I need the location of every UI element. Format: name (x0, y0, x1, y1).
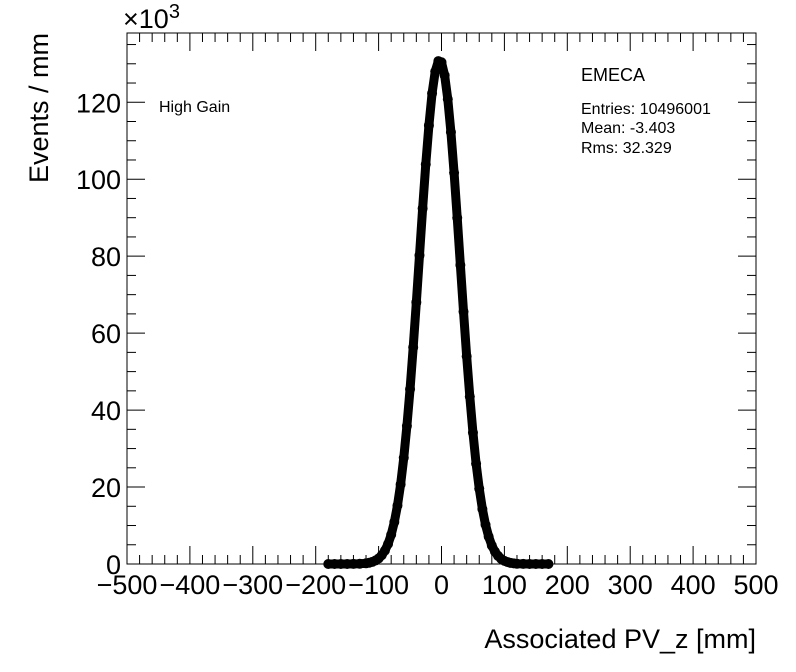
x-tick-label: 200 (545, 570, 590, 600)
data-point (455, 260, 466, 271)
x-tick-label: 500 (733, 570, 778, 600)
data-point (401, 420, 412, 431)
stats-rms: Rms: 32.329 (581, 140, 672, 157)
x-tick-labels: −500 −400 −300 −200 −100 0 100 200 300 400 500 (97, 570, 779, 600)
data-point (449, 167, 460, 178)
y-tick-label: 20 (91, 473, 121, 503)
data-point (392, 500, 403, 511)
data-point (386, 529, 397, 540)
y-tick-label: 40 (91, 396, 121, 426)
data-point (480, 519, 491, 530)
x-tick-label: −200 (285, 570, 346, 600)
gain-label: High Gain (159, 99, 230, 116)
data-point (439, 70, 450, 81)
data-point (383, 538, 394, 549)
data-point (417, 203, 428, 214)
data-point (458, 306, 469, 317)
x-tick-label: −300 (222, 570, 283, 600)
y-multiplier: ×103 (123, 1, 180, 34)
data-point (474, 483, 485, 494)
y-tick-label: 0 (106, 550, 121, 580)
data-point (452, 212, 463, 223)
stats-title: EMECA (581, 65, 645, 85)
x-tick-label: 0 (434, 570, 449, 600)
data-point (395, 479, 406, 490)
stats-entries: Entries: 10496001 (581, 101, 711, 118)
y-tick-label: 60 (91, 319, 121, 349)
y-tick-label: 100 (76, 165, 121, 195)
data-point (471, 458, 482, 469)
data-point (423, 120, 434, 131)
data-point (436, 57, 447, 68)
data-point (389, 517, 400, 528)
data-point (411, 297, 422, 308)
data-point (427, 88, 438, 99)
data-point (405, 384, 416, 395)
data-point (543, 559, 554, 569)
axis-ticks (126, 33, 757, 565)
data-point (408, 342, 419, 353)
x-tick-label: 300 (608, 570, 653, 600)
y-tick-label: 80 (91, 242, 121, 272)
x-tick-label: −100 (348, 570, 409, 600)
data-point (445, 127, 456, 138)
x-tick-label: −500 (97, 570, 158, 600)
y-axis-label: Events / mm (24, 33, 54, 183)
data-point (464, 391, 475, 402)
data-point (477, 503, 488, 514)
data-point (483, 531, 494, 542)
data-point (414, 250, 425, 261)
x-tick-label: −400 (159, 570, 220, 600)
data-point (442, 94, 453, 105)
x-axis-label: Associated PV_z [mm] (484, 624, 756, 654)
x-tick-label: 400 (671, 570, 716, 600)
y-tick-label: 120 (76, 88, 121, 118)
data-point (467, 427, 478, 438)
stats-mean: Mean: -3.403 (581, 120, 675, 137)
series-line (323, 56, 553, 569)
y-tick-labels: 0 20 40 60 80 100 120 (76, 88, 121, 580)
data-point (461, 351, 472, 362)
x-tick-label: 100 (482, 570, 527, 600)
data-point (420, 159, 431, 170)
data-point (430, 66, 441, 77)
data-point (398, 452, 409, 463)
data-markers (323, 56, 554, 569)
